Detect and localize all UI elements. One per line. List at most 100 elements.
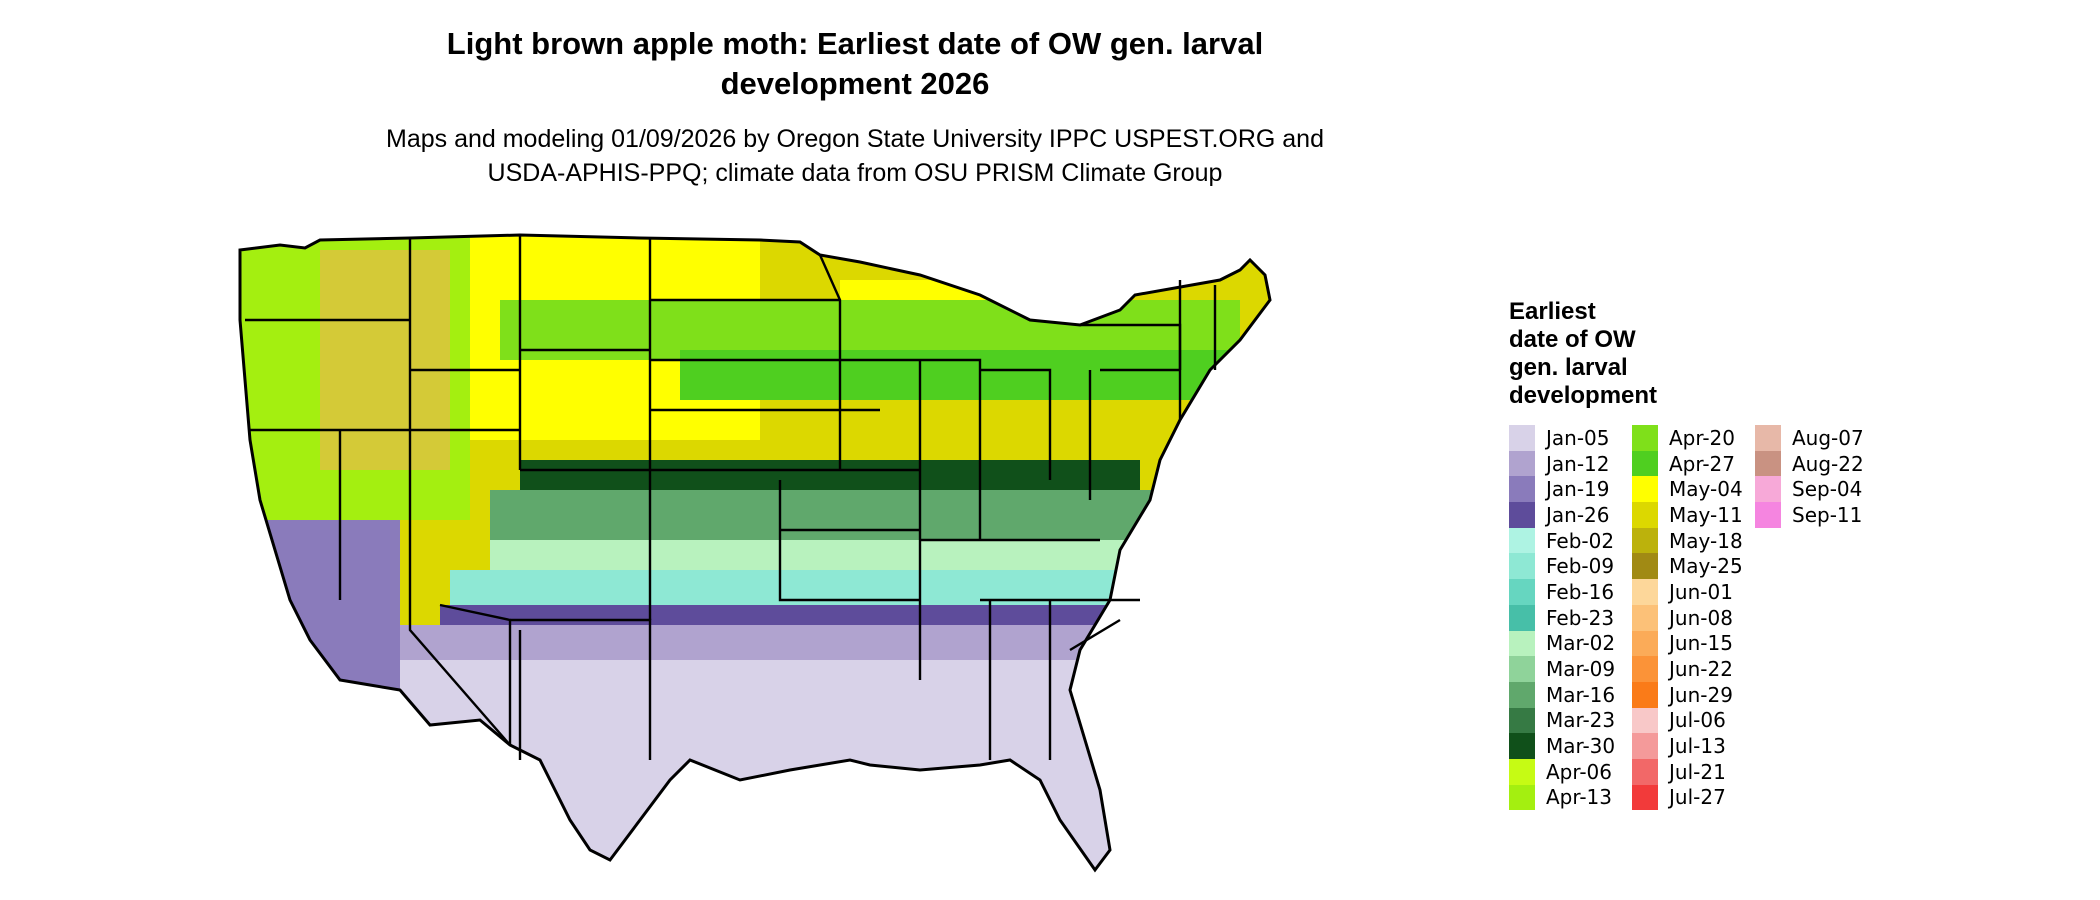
legend-label: Jul-27 bbox=[1669, 785, 1726, 810]
legend-label: Aug-07 bbox=[1792, 425, 1864, 450]
state-borders bbox=[245, 235, 1217, 760]
legend-item: Jul-06 bbox=[1632, 707, 1743, 734]
legend-swatch bbox=[1632, 553, 1658, 580]
legend-item: Mar-09 bbox=[1509, 656, 1615, 682]
zone-feb-09 bbox=[450, 570, 1170, 610]
legend-swatch bbox=[1632, 604, 1658, 631]
legend-item: Feb-09 bbox=[1509, 553, 1615, 580]
legend-label: Jan-19 bbox=[1546, 477, 1610, 502]
legend-label: Feb-02 bbox=[1546, 528, 1615, 553]
legend-item: Sep-04 bbox=[1755, 476, 1864, 503]
legend-swatch bbox=[1509, 502, 1535, 528]
legend-item: Apr-06 bbox=[1509, 758, 1615, 785]
legend-item: Apr-13 bbox=[1509, 784, 1615, 811]
legend-label: May-04 bbox=[1669, 477, 1743, 502]
legend-item: Aug-07 bbox=[1755, 425, 1864, 451]
legend-label: Feb-09 bbox=[1546, 554, 1615, 579]
legend-swatch bbox=[1509, 707, 1535, 734]
legend-item: Apr-20 bbox=[1632, 425, 1743, 451]
legend-label: Sep-11 bbox=[1792, 502, 1863, 527]
legend-swatch bbox=[1755, 450, 1781, 477]
legend-title-line: Earliest bbox=[1509, 298, 1596, 325]
legend-swatch bbox=[1755, 425, 1781, 451]
legend-item: Feb-16 bbox=[1509, 579, 1615, 605]
legend-item: May-04 bbox=[1632, 476, 1743, 503]
legend-swatch bbox=[1632, 707, 1658, 734]
legend-label: Jan-26 bbox=[1546, 502, 1610, 527]
legend-label: Jan-12 bbox=[1546, 451, 1610, 476]
legend-item: Jul-13 bbox=[1632, 733, 1743, 759]
legend-label: Apr-20 bbox=[1669, 425, 1735, 450]
legend-column: Apr-20 Apr-27 May-04 May-11 May-18 May-25 Jun-… bbox=[1632, 425, 1743, 811]
legend-label: Jun-29 bbox=[1669, 682, 1733, 707]
legend-label: Jul-21 bbox=[1669, 759, 1726, 784]
legend-swatch bbox=[1509, 425, 1535, 451]
map-subtitle: Maps and modeling 01/09/2026 by Oregon S… bbox=[300, 122, 1410, 190]
legend-swatch bbox=[1509, 553, 1535, 580]
legend-item: Mar-16 bbox=[1509, 681, 1616, 708]
legend-item: Jun-08 bbox=[1632, 604, 1743, 631]
legend-item: Feb-02 bbox=[1509, 527, 1615, 554]
legend-label: Apr-06 bbox=[1546, 759, 1612, 784]
legend-swatch bbox=[1632, 681, 1658, 708]
legend-item: Jan-19 bbox=[1509, 476, 1615, 503]
legend-label: Mar-30 bbox=[1546, 734, 1616, 759]
zone-jan-05 bbox=[380, 660, 1160, 870]
legend-swatch bbox=[1632, 758, 1658, 785]
us-outline bbox=[238, 233, 1272, 873]
legend-label: Jan-05 bbox=[1546, 425, 1610, 450]
legend-label: Mar-02 bbox=[1546, 631, 1616, 656]
legend-title-line: gen. larval bbox=[1509, 354, 1628, 381]
legend-item: Jun-22 bbox=[1632, 656, 1743, 682]
legend-swatch bbox=[1632, 450, 1658, 477]
legend-label: Jul-13 bbox=[1669, 734, 1726, 759]
legend-title-line: date of OW bbox=[1509, 326, 1636, 353]
legend-item: Aug-22 bbox=[1755, 450, 1864, 477]
legend-label: Feb-16 bbox=[1546, 579, 1615, 604]
legend-swatch bbox=[1632, 656, 1658, 682]
legend-item: May-18 bbox=[1632, 527, 1743, 554]
legend-label: May-18 bbox=[1669, 528, 1743, 553]
legend-item: Jun-15 bbox=[1632, 630, 1743, 657]
legend-item: Feb-23 bbox=[1509, 604, 1615, 631]
map-subtitle-line-1: Maps and modeling 01/09/2026 by Oregon S… bbox=[386, 125, 1324, 153]
legend-swatch bbox=[1509, 604, 1535, 631]
legend-label: May-25 bbox=[1669, 554, 1743, 579]
map-subtitle-line-2: USDA-APHIS-PPQ; climate data from OSU PR… bbox=[487, 159, 1223, 187]
legend-swatch bbox=[1509, 758, 1535, 785]
legend-label: Sep-04 bbox=[1792, 477, 1863, 502]
legend-swatch bbox=[1509, 681, 1535, 708]
legend-item: Mar-02 bbox=[1509, 630, 1616, 657]
legend-swatch bbox=[1632, 425, 1658, 451]
legend-label: Mar-16 bbox=[1546, 682, 1616, 707]
legend-swatch bbox=[1509, 733, 1535, 759]
legend-title: Earliest date of OW gen. larval developm… bbox=[1509, 298, 1657, 410]
legend-swatch bbox=[1755, 502, 1781, 528]
legend-swatch bbox=[1509, 656, 1535, 682]
legend-swatch bbox=[1509, 450, 1535, 477]
legend-label: Jul-06 bbox=[1669, 708, 1726, 733]
legend-item: Mar-23 bbox=[1509, 707, 1615, 734]
phenology-zones bbox=[240, 235, 1270, 870]
legend-swatch bbox=[1632, 476, 1658, 503]
legend-label: Apr-27 bbox=[1669, 451, 1735, 476]
legend-swatch bbox=[1632, 733, 1658, 759]
legend-item: Jun-29 bbox=[1632, 681, 1743, 708]
zone-west-coast bbox=[240, 520, 400, 720]
legend-item: Jul-21 bbox=[1632, 758, 1743, 785]
legend-item: Jun-01 bbox=[1632, 579, 1743, 605]
legend-item: May-25 bbox=[1632, 553, 1743, 580]
zone-apr-27 bbox=[680, 350, 1270, 400]
legend-label: Jun-22 bbox=[1669, 657, 1733, 682]
legend-label: Mar-09 bbox=[1546, 657, 1616, 682]
legend-title-line: development bbox=[1509, 382, 1658, 409]
legend-swatch bbox=[1632, 630, 1658, 657]
legend-swatch bbox=[1632, 502, 1658, 528]
legend-swatch bbox=[1755, 476, 1781, 503]
map-title-line-2: development 2026 bbox=[720, 66, 990, 101]
map-title: Light brown apple moth: Earliest date of… bbox=[300, 24, 1410, 104]
legend-item: Jan-26 bbox=[1509, 502, 1615, 528]
legend-swatch bbox=[1509, 630, 1535, 657]
legend-item: Apr-27 bbox=[1632, 450, 1743, 477]
legend-label: Jun-15 bbox=[1669, 631, 1733, 656]
